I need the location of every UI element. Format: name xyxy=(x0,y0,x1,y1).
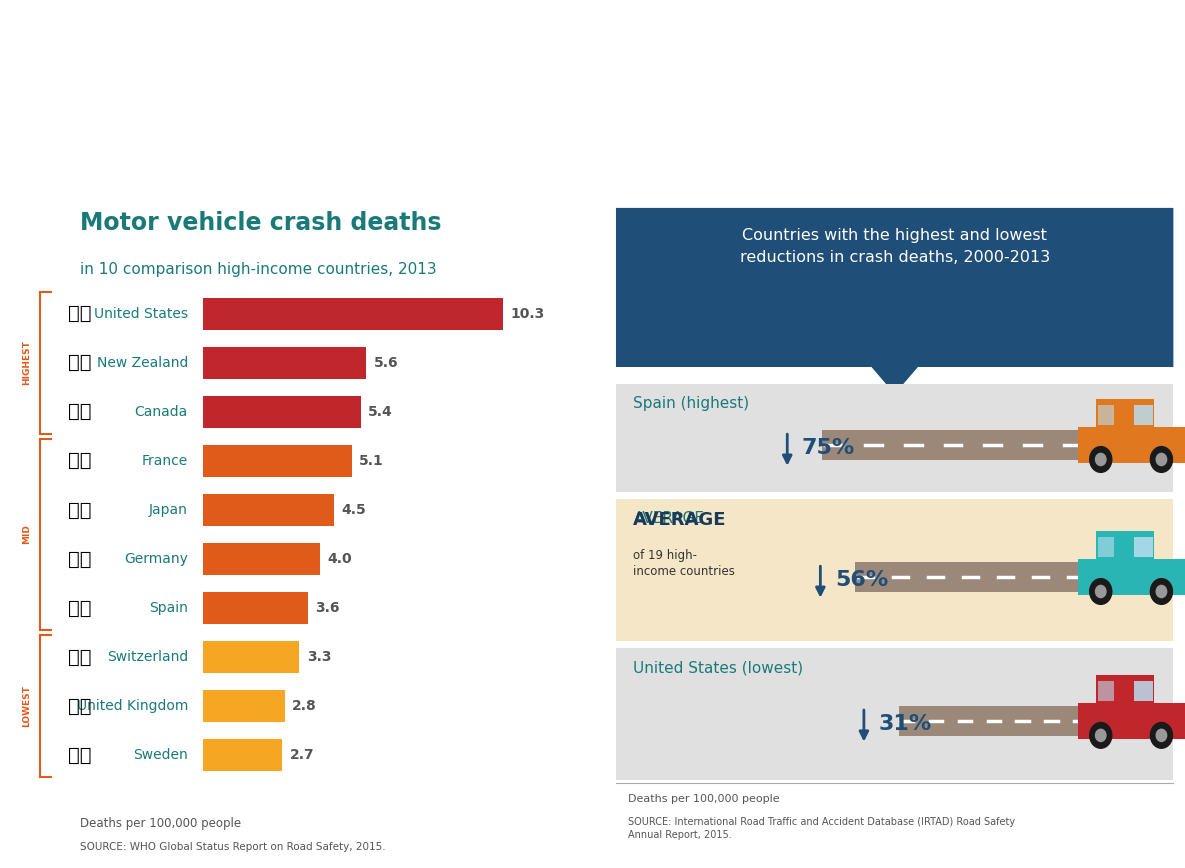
Text: 🇫🇷: 🇫🇷 xyxy=(69,451,92,470)
Bar xyxy=(204,445,352,477)
Text: 4.5: 4.5 xyxy=(341,503,366,517)
Circle shape xyxy=(1157,453,1167,465)
Text: United States: United States xyxy=(94,306,188,320)
Text: United Kingdom: United Kingdom xyxy=(77,700,188,713)
Text: AVERAGE: AVERAGE xyxy=(634,511,726,529)
Bar xyxy=(616,499,1173,641)
Circle shape xyxy=(1095,729,1106,741)
Bar xyxy=(822,430,1101,460)
Text: United States (lowest): United States (lowest) xyxy=(634,661,803,675)
Text: 10.3: 10.3 xyxy=(511,306,545,320)
Text: 🇩🇪: 🇩🇪 xyxy=(69,549,92,569)
Bar xyxy=(856,562,1101,592)
Circle shape xyxy=(1151,722,1172,748)
Bar xyxy=(204,592,308,624)
Text: 🇸🇪: 🇸🇪 xyxy=(69,746,92,765)
Circle shape xyxy=(1090,447,1112,472)
Text: 56%: 56% xyxy=(835,570,888,590)
Text: 🇯🇵: 🇯🇵 xyxy=(69,501,92,520)
Circle shape xyxy=(1090,722,1112,748)
Text: 75%: 75% xyxy=(802,438,856,458)
Text: of 19 high-
income countries: of 19 high- income countries xyxy=(634,549,735,578)
Bar xyxy=(204,690,284,722)
Text: 2.7: 2.7 xyxy=(289,748,314,762)
Bar xyxy=(204,347,366,378)
Bar xyxy=(1098,404,1114,424)
Bar xyxy=(1134,404,1153,424)
Text: France: France xyxy=(142,454,188,468)
Text: Motor vehicle crash deaths: Motor vehicle crash deaths xyxy=(81,211,442,235)
Text: SOURCE: International Road Traffic and Accident Database (IRTAD) Road Safety
Ann: SOURCE: International Road Traffic and A… xyxy=(628,818,1014,840)
Text: 5.4: 5.4 xyxy=(369,404,392,419)
Text: 🇬🇧: 🇬🇧 xyxy=(69,697,92,716)
Text: 🇨🇦: 🇨🇦 xyxy=(69,403,92,421)
Circle shape xyxy=(1090,579,1112,604)
Text: 🇳🇿: 🇳🇿 xyxy=(69,353,92,372)
Bar xyxy=(616,384,1173,492)
Text: New Zealand: New Zealand xyxy=(96,356,188,370)
Polygon shape xyxy=(0,200,1185,299)
Circle shape xyxy=(1095,585,1106,597)
Circle shape xyxy=(1151,579,1172,604)
Bar xyxy=(1096,399,1154,428)
Bar xyxy=(1077,427,1185,463)
Bar xyxy=(1077,703,1185,739)
Text: 3.3: 3.3 xyxy=(307,650,332,664)
Text: Sweden: Sweden xyxy=(133,748,188,762)
Bar xyxy=(1096,675,1154,704)
Text: 5.6: 5.6 xyxy=(373,356,398,370)
Text: Japan: Japan xyxy=(149,503,188,517)
Circle shape xyxy=(1095,453,1106,465)
Text: 5.1: 5.1 xyxy=(359,454,384,468)
Text: 4.0: 4.0 xyxy=(327,552,352,566)
Bar xyxy=(204,298,504,330)
Text: Germany: Germany xyxy=(124,552,188,566)
Bar xyxy=(204,494,334,526)
Circle shape xyxy=(1157,729,1167,741)
Text: Switzerland: Switzerland xyxy=(107,650,188,664)
Bar xyxy=(616,648,1173,780)
Text: SOURCE: WHO Global Status Report on Road Safety, 2015.: SOURCE: WHO Global Status Report on Road… xyxy=(81,842,386,852)
Bar xyxy=(204,740,282,772)
Text: AVERAGE: AVERAGE xyxy=(634,511,704,526)
Text: HIGHEST: HIGHEST xyxy=(23,340,31,385)
Bar xyxy=(204,543,320,575)
Bar xyxy=(1077,559,1185,595)
Text: Countries with the highest and lowest
reductions in crash deaths, 2000-2013: Countries with the highest and lowest re… xyxy=(739,228,1050,266)
Text: Road traffic deaths in the US and other
high-income countries.: Road traffic deaths in the US and other … xyxy=(36,40,839,114)
Text: Canada: Canada xyxy=(135,404,188,419)
Bar xyxy=(616,207,1173,367)
Text: 2.8: 2.8 xyxy=(293,700,318,713)
Bar xyxy=(1134,681,1153,700)
Text: LOWEST: LOWEST xyxy=(23,686,31,727)
Text: 31%: 31% xyxy=(878,714,931,734)
Bar xyxy=(204,396,360,428)
Circle shape xyxy=(1151,447,1172,472)
Bar xyxy=(204,641,300,674)
Polygon shape xyxy=(616,207,1173,394)
Text: Spain: Spain xyxy=(149,602,188,615)
Bar xyxy=(1098,536,1114,557)
Circle shape xyxy=(1157,585,1167,597)
Text: 🇪🇸: 🇪🇸 xyxy=(69,599,92,618)
Text: Deaths per 100,000 people: Deaths per 100,000 people xyxy=(628,793,780,804)
Text: 🇨🇭: 🇨🇭 xyxy=(69,648,92,667)
Text: 3.6: 3.6 xyxy=(315,602,340,615)
Text: MID: MID xyxy=(23,524,31,544)
Bar xyxy=(898,706,1101,736)
Bar xyxy=(1134,536,1153,557)
Bar xyxy=(1096,531,1154,560)
Text: 🇺🇸: 🇺🇸 xyxy=(69,304,92,323)
Text: Spain (highest): Spain (highest) xyxy=(634,396,749,411)
Bar xyxy=(1098,681,1114,700)
Text: Deaths per 100,000 people: Deaths per 100,000 people xyxy=(81,818,242,830)
Text: in 10 comparison high-income countries, 2013: in 10 comparison high-income countries, … xyxy=(81,262,437,277)
